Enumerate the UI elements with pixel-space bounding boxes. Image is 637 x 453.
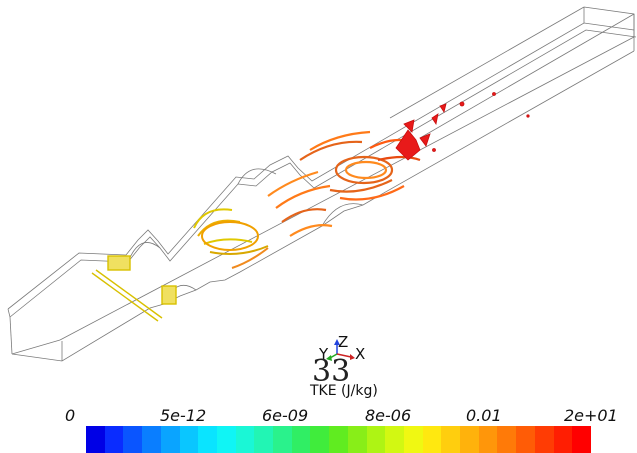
colorbar-swatch	[497, 426, 517, 453]
colorbar-swatch	[123, 426, 143, 453]
colorbar-swatch	[216, 426, 236, 453]
axis-z-label: Z	[338, 333, 349, 351]
colorbar-swatch	[553, 426, 573, 453]
colorbar-swatch	[572, 426, 591, 453]
colorbar-swatch	[366, 426, 386, 453]
colorbar-title: TKE (J/kg)	[310, 383, 378, 399]
colorbar-swatch	[198, 426, 217, 453]
colorbar-tick-label: 5e-12	[160, 406, 207, 425]
colorbar-swatch	[534, 426, 554, 453]
colorbar-swatch	[347, 426, 367, 453]
colorbar-tick-label: 0.01	[466, 406, 502, 425]
colorbar-swatch	[385, 426, 404, 453]
colorbar-swatch	[403, 426, 423, 453]
colorbar-swatch	[273, 426, 292, 453]
colorbar-swatch	[422, 426, 442, 453]
colorbar-tick-label: 6e-09	[262, 406, 309, 425]
colorbar-swatch	[160, 426, 180, 453]
colorbar-swatch	[86, 426, 105, 453]
colorbar-swatch	[104, 426, 124, 453]
colorbar-swatch	[460, 426, 479, 453]
colorbar-swatch	[478, 426, 498, 453]
axis-x-label: X	[355, 345, 366, 363]
colorbar-swatch	[329, 426, 348, 453]
colorbar-swatch	[142, 426, 161, 453]
axis-y-label: Y	[319, 345, 329, 363]
tke-isosurface-wake	[267, 130, 421, 237]
colorbar-tick-label: 8e-06	[365, 406, 412, 425]
frame-number: 33	[312, 354, 351, 389]
colorbar-swatch	[235, 426, 255, 453]
colorbar	[86, 426, 591, 453]
colorbar-swatch	[179, 426, 199, 453]
orientation-triad	[326, 339, 355, 361]
colorbar-swatch	[291, 426, 311, 453]
colorbar-swatch	[516, 426, 535, 453]
channel-outline	[7, 6, 637, 362]
tke-isosurface-high	[395, 92, 530, 161]
colorbar-swatch	[441, 426, 461, 453]
colorbar-tick-label: 0	[65, 406, 76, 425]
tke-isosurface-first-cylinder	[193, 208, 269, 269]
tke-isosurface-inlet	[91, 255, 177, 322]
colorbar-tick-label: 2e+01	[564, 406, 618, 425]
colorbar-swatch	[310, 426, 330, 453]
colorbar-swatch	[254, 426, 274, 453]
